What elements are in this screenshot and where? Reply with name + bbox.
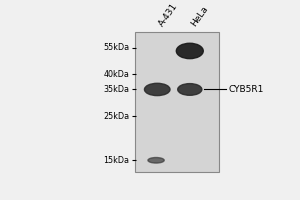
Text: HeLa: HeLa — [190, 5, 210, 29]
Text: 25kDa: 25kDa — [103, 112, 129, 121]
Ellipse shape — [176, 43, 203, 59]
Text: 15kDa: 15kDa — [103, 156, 129, 165]
Bar — [135, 32, 219, 172]
Text: 55kDa: 55kDa — [103, 43, 129, 52]
Ellipse shape — [145, 83, 170, 96]
Text: 40kDa: 40kDa — [103, 70, 129, 79]
Ellipse shape — [148, 158, 164, 163]
Text: CYB5R1: CYB5R1 — [228, 85, 263, 94]
Text: 35kDa: 35kDa — [103, 85, 129, 94]
Text: A-431: A-431 — [157, 2, 180, 29]
Ellipse shape — [178, 84, 202, 95]
